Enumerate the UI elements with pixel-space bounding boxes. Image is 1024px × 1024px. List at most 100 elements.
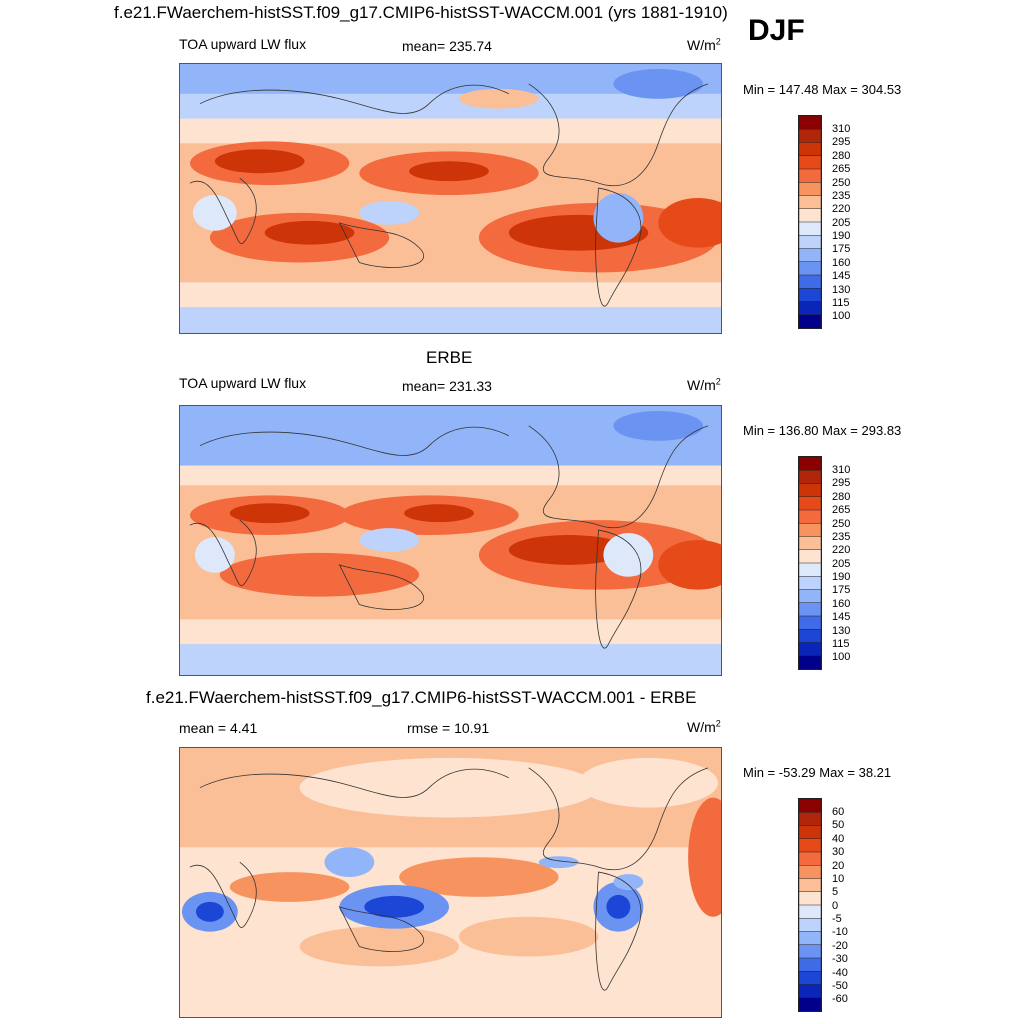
- colorbar-swatch: [799, 997, 821, 1011]
- colorbar-tick-label: 250: [832, 517, 851, 530]
- model-olr-map: [179, 63, 722, 334]
- colorbar-tick-label: 175: [832, 243, 851, 256]
- panel-3-mean-label: mean = 4.41: [179, 720, 258, 736]
- colorbar-swatch: [799, 865, 821, 880]
- colorbar-swatch: [799, 838, 821, 853]
- panel-2-mean-label: mean= 231.33: [402, 378, 492, 394]
- colorbar-tick-label: 145: [832, 270, 851, 283]
- colorbar-swatch: [799, 301, 821, 316]
- colorbar-swatch: [799, 615, 821, 630]
- colorbar-swatch: [799, 168, 821, 183]
- colorbar-swatch: [799, 904, 821, 919]
- map-graphic: [180, 64, 721, 333]
- colorbar-swatch: [799, 116, 821, 130]
- colorbar-swatch: [799, 536, 821, 551]
- colorbar-tick-label: 160: [832, 256, 851, 269]
- colorbar-tick-label: 100: [832, 651, 851, 664]
- panel-3-rmse-label: rmse = 10.91: [407, 720, 490, 736]
- panel-1-units: W/m2: [687, 36, 721, 53]
- colorbar-tick-label: 220: [832, 203, 851, 216]
- colorbar-swatch: [799, 195, 821, 210]
- colorbar-tick-label: 115: [832, 637, 850, 650]
- colorbar-tick-label: 190: [832, 571, 851, 583]
- panel-2-variable-label: TOA upward LW flux: [179, 375, 307, 391]
- map-graphic: [180, 748, 721, 1017]
- colorbar-tick-label: 60: [832, 806, 845, 818]
- colorbar-swatch: [799, 984, 821, 999]
- colorbar-graphic: [799, 799, 821, 1011]
- colorbar-swatch: [799, 589, 821, 604]
- colorbar-swatch: [799, 576, 821, 591]
- colorbar-swatch: [799, 944, 821, 959]
- colorbar-tick-label: 115: [832, 296, 850, 309]
- colorbar-swatch: [799, 129, 821, 144]
- colorbar-tick-label: 130: [832, 283, 851, 296]
- colorbar-tick-label: 265: [832, 163, 851, 176]
- colorbar-swatch: [799, 483, 821, 498]
- colorbar-swatch: [799, 274, 821, 289]
- colorbar-tick-label: 50: [832, 819, 845, 832]
- colorbar-swatch: [799, 523, 821, 538]
- colorbar-swatch: [799, 655, 821, 669]
- colorbar-swatch: [799, 470, 821, 485]
- colorbar-swatch: [799, 549, 821, 564]
- colorbar-tick-label: 295: [832, 136, 851, 149]
- colorbar-tick-label: 20: [832, 859, 845, 872]
- map-graphic: [180, 406, 721, 675]
- colorbar-swatch: [799, 812, 821, 827]
- colorbar-swatch: [799, 851, 821, 866]
- colorbar-tick-label: -10: [832, 926, 848, 939]
- colorbar-swatch: [799, 799, 821, 813]
- panel-1-colorbar: [798, 115, 822, 329]
- colorbar-swatch: [799, 642, 821, 657]
- colorbar-tick-label: 220: [832, 544, 851, 557]
- colorbar-tick-label: 280: [832, 149, 851, 162]
- colorbar-graphic: [799, 116, 821, 328]
- colorbar-tick-label: 130: [832, 624, 851, 637]
- colorbar-tick-label: 100: [832, 310, 851, 323]
- colorbar-tick-label: 205: [832, 557, 851, 570]
- difference-map: [179, 747, 722, 1018]
- colorbar-swatch: [799, 891, 821, 906]
- colorbar-tick-label: 310: [832, 464, 851, 476]
- colorbar-swatch: [799, 208, 821, 223]
- colorbar-swatch: [799, 931, 821, 946]
- colorbar-tick-label: 145: [832, 611, 851, 624]
- panel-1-title: f.e21.FWaerchem-histSST.f09_g17.CMIP6-hi…: [114, 3, 728, 22]
- colorbar-tick-label: 0: [832, 899, 839, 912]
- colorbar-graphic: [799, 457, 821, 669]
- colorbar-swatch: [799, 182, 821, 197]
- colorbar-swatch: [799, 457, 821, 471]
- colorbar-tick-label: -60: [832, 993, 848, 1006]
- colorbar-swatch: [799, 602, 821, 617]
- colorbar-tick-label: 280: [832, 490, 851, 503]
- colorbar-swatch: [799, 288, 821, 303]
- colorbar-tick-label: 10: [832, 872, 845, 885]
- colorbar-tick-label: 235: [832, 189, 851, 202]
- colorbar-swatch: [799, 878, 821, 893]
- colorbar-swatch: [799, 248, 821, 263]
- colorbar-tick-label: 310: [832, 123, 851, 135]
- colorbar-swatch: [799, 155, 821, 170]
- colorbar-swatch: [799, 509, 821, 524]
- colorbar-tick-label: 265: [832, 504, 851, 517]
- panel-3-colorbar: [798, 798, 822, 1012]
- colorbar-tick-label: 295: [832, 477, 851, 490]
- colorbar-tick-label: 235: [832, 530, 851, 543]
- colorbar-swatch: [799, 971, 821, 986]
- colorbar-tick-label: 160: [832, 597, 851, 610]
- colorbar-tick-label: -5: [832, 913, 842, 925]
- panel-3-title: f.e21.FWaerchem-histSST.f09_g17.CMIP6-hi…: [146, 688, 697, 707]
- colorbar-tick-label: -50: [832, 979, 848, 992]
- panel-1-variable-label: TOA upward LW flux: [179, 36, 307, 52]
- colorbar-swatch: [799, 261, 821, 276]
- panel-2-minmax: Min = 136.80 Max = 293.83: [743, 423, 902, 438]
- colorbar-tick-label: 5: [832, 886, 839, 899]
- colorbar-swatch: [799, 918, 821, 933]
- erbe-olr-map: [179, 405, 722, 676]
- colorbar-swatch: [799, 142, 821, 157]
- panel-1-mean-label: mean= 235.74: [402, 38, 492, 54]
- colorbar-swatch: [799, 496, 821, 511]
- colorbar-tick-label: 30: [832, 846, 845, 859]
- panel-2-colorbar: [798, 456, 822, 670]
